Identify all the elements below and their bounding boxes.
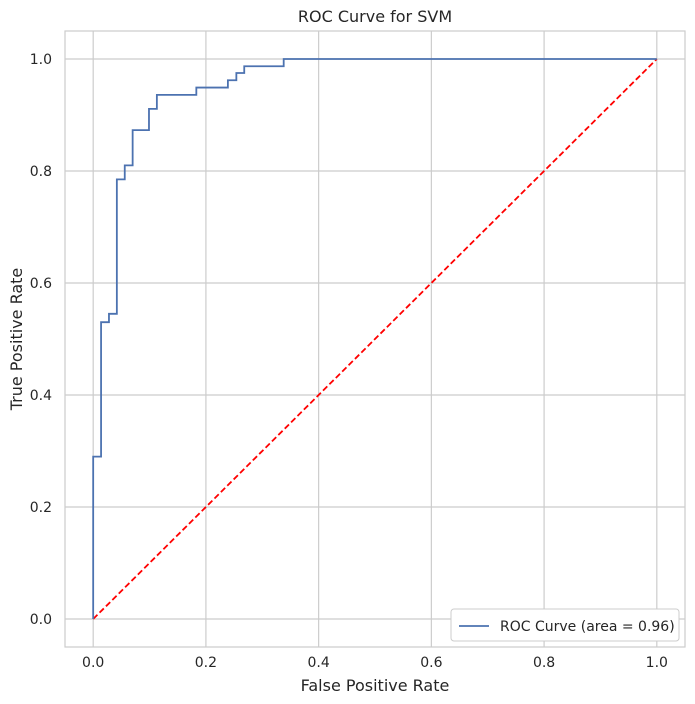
legend-label: ROC Curve (area = 0.96) bbox=[500, 619, 675, 635]
x-tick-label: 0.4 bbox=[308, 655, 330, 671]
series-layer bbox=[92, 58, 658, 620]
x-axis-label: False Positive Rate bbox=[301, 676, 450, 695]
y-tick-label: 0.4 bbox=[30, 388, 52, 404]
x-tick-label: 0.2 bbox=[195, 655, 217, 671]
y-tick-label: 0.0 bbox=[30, 612, 52, 628]
y-tick-label: 0.8 bbox=[30, 164, 52, 180]
x-tick-label: 0.6 bbox=[420, 655, 442, 671]
y-tick-label: 0.6 bbox=[30, 276, 52, 292]
y-tick-label: 1.0 bbox=[30, 52, 52, 68]
y-axis-ticks: 0.0 0.2 0.4 0.6 0.8 1.0 bbox=[30, 52, 52, 628]
x-tick-label: 0.0 bbox=[82, 655, 104, 671]
y-axis-label: True Positive Rate bbox=[7, 268, 26, 412]
roc-curve-line bbox=[92, 58, 657, 619]
x-tick-label: 1.0 bbox=[646, 655, 668, 671]
x-tick-label: 0.8 bbox=[533, 655, 555, 671]
legend-box bbox=[450, 608, 680, 642]
chart-title: ROC Curve for SVM bbox=[298, 7, 452, 26]
chance-line bbox=[92, 58, 658, 620]
x-axis-ticks: 0.0 0.2 0.4 0.6 0.8 1.0 bbox=[82, 655, 668, 671]
legend: ROC Curve (area = 0.96) bbox=[450, 608, 680, 642]
y-tick-label: 0.2 bbox=[30, 500, 52, 516]
